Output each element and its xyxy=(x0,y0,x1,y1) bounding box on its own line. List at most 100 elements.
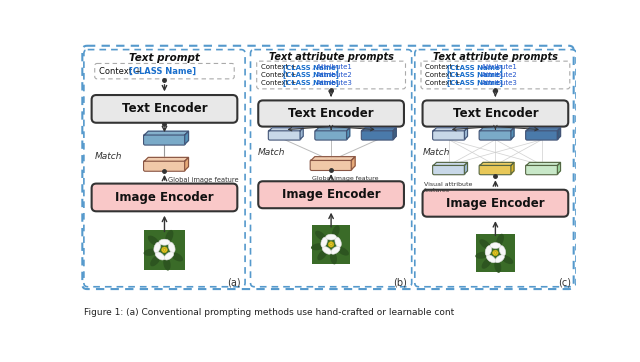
Polygon shape xyxy=(557,163,561,174)
Polygon shape xyxy=(316,128,349,131)
Circle shape xyxy=(164,248,165,249)
Text: Match: Match xyxy=(259,148,285,157)
Bar xyxy=(476,233,515,272)
Ellipse shape xyxy=(326,234,337,240)
Polygon shape xyxy=(362,128,396,131)
Text: , Attribute3: , Attribute3 xyxy=(312,80,353,86)
Text: (a): (a) xyxy=(227,278,241,288)
Ellipse shape xyxy=(335,237,341,247)
FancyBboxPatch shape xyxy=(259,181,404,208)
Polygon shape xyxy=(184,157,189,171)
Circle shape xyxy=(331,245,332,246)
Ellipse shape xyxy=(485,245,492,256)
Polygon shape xyxy=(145,157,189,161)
Polygon shape xyxy=(511,128,514,139)
Text: Global image feature: Global image feature xyxy=(312,176,379,181)
Ellipse shape xyxy=(155,252,164,260)
Ellipse shape xyxy=(317,249,328,260)
Bar xyxy=(312,225,351,264)
Circle shape xyxy=(162,247,167,253)
Circle shape xyxy=(496,253,497,254)
Ellipse shape xyxy=(499,245,506,256)
Circle shape xyxy=(164,251,165,252)
Ellipse shape xyxy=(311,243,324,250)
Polygon shape xyxy=(351,157,355,170)
Ellipse shape xyxy=(482,258,492,269)
Text: Text attribute prompts: Text attribute prompts xyxy=(433,51,558,62)
Ellipse shape xyxy=(322,247,332,254)
Ellipse shape xyxy=(501,255,513,264)
Ellipse shape xyxy=(495,255,504,263)
Text: (b): (b) xyxy=(393,278,407,288)
Polygon shape xyxy=(184,131,189,144)
Text: Image Encoder: Image Encoder xyxy=(115,191,214,204)
Polygon shape xyxy=(557,128,561,139)
Text: Text attribute prompts: Text attribute prompts xyxy=(269,51,394,62)
FancyBboxPatch shape xyxy=(422,190,568,217)
FancyBboxPatch shape xyxy=(433,130,465,140)
FancyBboxPatch shape xyxy=(92,95,237,123)
Text: Text Encoder: Text Encoder xyxy=(122,102,207,115)
Circle shape xyxy=(331,243,332,244)
FancyBboxPatch shape xyxy=(479,165,511,175)
Ellipse shape xyxy=(154,242,161,253)
Polygon shape xyxy=(465,163,467,174)
Ellipse shape xyxy=(479,239,491,249)
FancyBboxPatch shape xyxy=(143,160,186,171)
Text: Context +: Context + xyxy=(425,64,463,70)
FancyBboxPatch shape xyxy=(422,100,568,127)
Polygon shape xyxy=(269,128,303,131)
Bar xyxy=(145,230,184,270)
Text: Global image feature: Global image feature xyxy=(168,177,238,183)
Text: Text Encoder: Text Encoder xyxy=(452,107,538,120)
FancyBboxPatch shape xyxy=(259,100,404,127)
Ellipse shape xyxy=(486,255,496,263)
Polygon shape xyxy=(311,157,355,160)
Text: Visual attribute
features: Visual attribute features xyxy=(424,182,472,193)
Text: Image Encoder: Image Encoder xyxy=(446,197,545,210)
Text: [CLASS Name]: [CLASS Name] xyxy=(447,72,503,79)
Text: Context +: Context + xyxy=(99,67,145,76)
Text: Text prompt: Text prompt xyxy=(129,53,200,63)
Polygon shape xyxy=(347,128,349,139)
Ellipse shape xyxy=(490,243,500,248)
Polygon shape xyxy=(393,128,396,139)
FancyBboxPatch shape xyxy=(92,184,237,211)
FancyBboxPatch shape xyxy=(525,130,558,140)
FancyBboxPatch shape xyxy=(310,160,352,171)
Ellipse shape xyxy=(315,231,326,241)
Text: Text Encoder: Text Encoder xyxy=(288,107,374,120)
Ellipse shape xyxy=(331,247,340,254)
Polygon shape xyxy=(527,128,561,131)
Polygon shape xyxy=(511,163,514,174)
Text: , Attribute2: , Attribute2 xyxy=(312,72,352,78)
Ellipse shape xyxy=(143,249,157,256)
Ellipse shape xyxy=(165,230,173,243)
Text: [CLASS Name]: [CLASS Name] xyxy=(447,64,503,71)
Text: [CLASS Name]: [CLASS Name] xyxy=(283,72,339,79)
Text: Figure 1: (a) Conventional prompting methods use hand-crafted or learnable cont: Figure 1: (a) Conventional prompting met… xyxy=(84,308,454,317)
Circle shape xyxy=(165,248,166,249)
Ellipse shape xyxy=(330,251,337,264)
Text: Match: Match xyxy=(95,152,122,161)
Text: , Attribute1: , Attribute1 xyxy=(312,64,353,70)
Circle shape xyxy=(495,251,496,252)
Text: [CLASS Name]: [CLASS Name] xyxy=(283,64,339,71)
FancyBboxPatch shape xyxy=(479,130,511,140)
Text: Context +: Context + xyxy=(260,80,298,86)
Polygon shape xyxy=(480,163,514,165)
Text: [CLASS Name]: [CLASS Name] xyxy=(129,67,196,76)
Ellipse shape xyxy=(148,236,159,246)
Ellipse shape xyxy=(170,252,183,261)
Text: [CLASS Name]: [CLASS Name] xyxy=(447,79,503,86)
Text: Context +: Context + xyxy=(260,64,298,70)
Ellipse shape xyxy=(496,234,504,247)
Ellipse shape xyxy=(159,239,170,245)
Text: , Attribute3: , Attribute3 xyxy=(477,80,516,86)
Polygon shape xyxy=(433,128,467,131)
Ellipse shape xyxy=(150,255,161,266)
Polygon shape xyxy=(300,128,303,139)
Ellipse shape xyxy=(163,257,171,270)
Text: , Attribute2: , Attribute2 xyxy=(477,72,516,78)
Circle shape xyxy=(332,244,333,245)
